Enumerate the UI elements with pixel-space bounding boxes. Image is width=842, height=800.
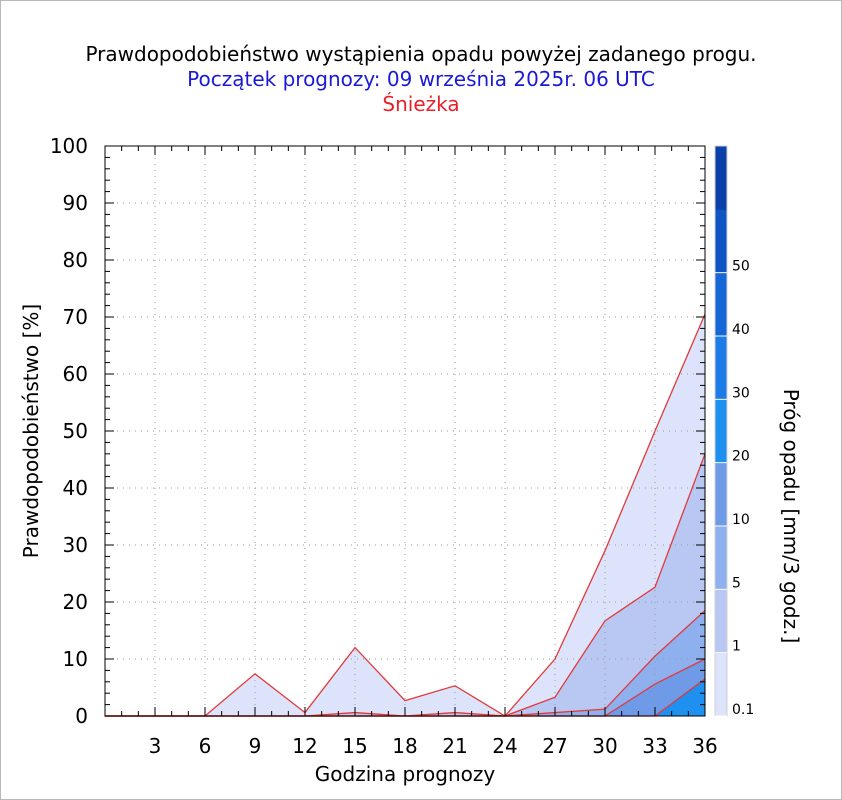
colorbar-tick-label: 0.1 xyxy=(732,702,754,718)
y-tick-label: 0 xyxy=(75,704,88,728)
x-tick-label: 15 xyxy=(342,734,367,758)
x-tick-label: 12 xyxy=(292,734,317,758)
colorbar-segment xyxy=(715,589,727,654)
y-tick-label: 80 xyxy=(63,248,88,272)
colorbar-tick-label: 1 xyxy=(732,639,741,655)
x-tick-label: 36 xyxy=(692,734,717,758)
y-tick-label: 20 xyxy=(63,590,88,614)
y-tick-label: 10 xyxy=(63,647,88,671)
y-tick-label: 60 xyxy=(63,362,88,386)
chart-title: Prawdopodobieństwo wystąpienia opadu pow… xyxy=(85,42,757,66)
x-tick-label: 18 xyxy=(392,734,417,758)
area-series-10 xyxy=(105,659,705,716)
colorbar-segment xyxy=(715,526,727,590)
colorbar-segment xyxy=(715,399,727,464)
colorbar-segment xyxy=(715,272,727,337)
colorbar-segment xyxy=(715,652,727,717)
location-label: Śnieżka xyxy=(382,92,460,116)
x-tick-label: 24 xyxy=(492,734,517,758)
y-tick-label: 40 xyxy=(63,476,88,500)
colorbar: 0.1 1 5 10 20 30 40 50 xyxy=(714,145,754,718)
axis-ticks xyxy=(105,145,706,717)
y-tick-label: 70 xyxy=(63,305,88,329)
chart-subtitle: Początek prognozy: 09 września 2025r. 06… xyxy=(187,67,655,91)
colorbar-segment xyxy=(715,462,727,527)
x-tick-label: 3 xyxy=(149,734,162,758)
x-axis-label: Godzina prognozy xyxy=(315,762,496,786)
colorbar-tick-label: 10 xyxy=(732,512,750,528)
colorbar-tick-label: 20 xyxy=(732,449,750,465)
colorbar-tick-label: 40 xyxy=(732,322,750,338)
x-tick-label: 27 xyxy=(542,734,567,758)
colorbar-label: Próg opadu [mm/3 godz.] xyxy=(779,389,803,644)
x-tick-label: 21 xyxy=(442,734,467,758)
x-tick-label: 33 xyxy=(642,734,667,758)
axis-labels: 3 6 9 12 15 18 21 24 27 30 33 360102030405060708090… xyxy=(50,134,718,758)
y-tick-label: 50 xyxy=(63,419,88,443)
x-tick-label: 6 xyxy=(199,734,212,758)
y-tick-label: 100 xyxy=(50,134,88,158)
colorbar-segment xyxy=(715,209,727,274)
y-tick-label: 90 xyxy=(63,191,88,215)
colorbar-tick-label: 30 xyxy=(732,385,750,401)
colorbar-segment xyxy=(715,146,727,210)
colorbar-tick-label: 50 xyxy=(732,259,750,275)
x-tick-label: 9 xyxy=(249,734,262,758)
colorbar-tick-label: 5 xyxy=(732,575,741,591)
colorbar-segment xyxy=(715,336,727,400)
x-tick-label: 30 xyxy=(592,734,617,758)
y-axis-label: Prawdopodobieństwo [%] xyxy=(19,304,43,558)
y-tick-label: 30 xyxy=(63,533,88,557)
